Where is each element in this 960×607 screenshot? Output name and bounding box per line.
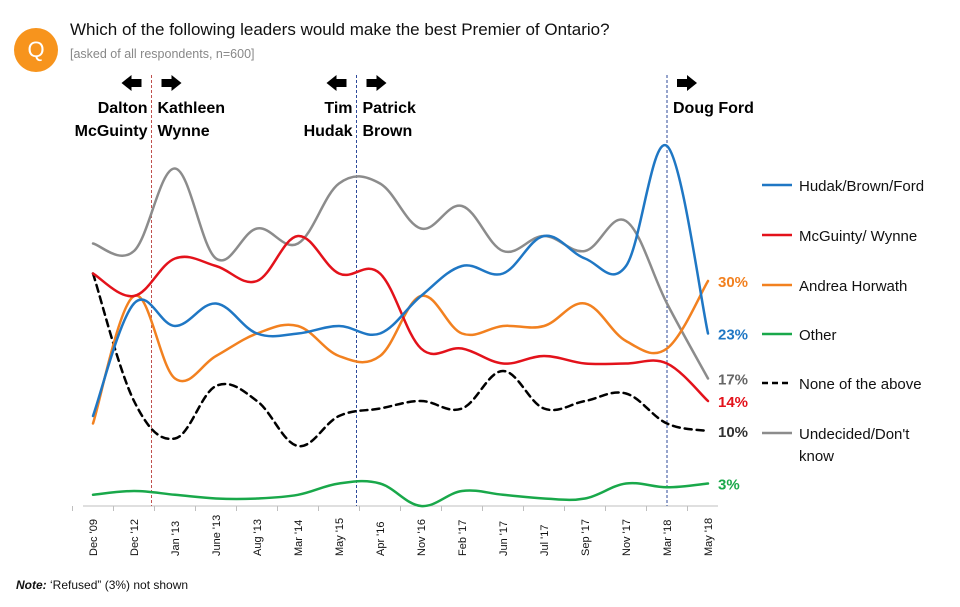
outgoing-leader-name: Dalton [98, 100, 148, 117]
series-line [91, 167, 710, 380]
incoming-leader-name: Wynne [158, 123, 210, 140]
x-tick-label: Apr '16 [375, 521, 387, 556]
x-tick-label: Feb '17 [457, 520, 469, 556]
note-label: Note: [16, 578, 47, 592]
series-end-label: 30% [718, 274, 748, 291]
outgoing-leader-name: Hudak [304, 123, 353, 140]
series-end-label: 10% [718, 424, 748, 441]
chart-note: Note: ‘Refused” (3%) not shown [16, 578, 188, 592]
legend-label: Other [799, 327, 837, 344]
series-line [91, 234, 710, 403]
question-badge: Q [14, 28, 58, 72]
note-text: ‘Refused” (3%) not shown [46, 578, 189, 592]
arrow-right-icon [161, 75, 182, 91]
series-line [91, 279, 710, 425]
outgoing-leader-name: Tim [324, 100, 352, 117]
x-tick-label: Jan '13 [170, 521, 182, 556]
x-tick-label: Nov '17 [621, 519, 633, 556]
incoming-leader-name: Doug Ford [673, 100, 754, 117]
x-tick-label: Sep '17 [580, 519, 592, 556]
incoming-leader-name: Kathleen [158, 100, 226, 117]
x-tick-label: Aug '13 [252, 519, 264, 556]
x-tick-label: Nov '16 [416, 519, 428, 556]
x-tick-label: Jul '17 [539, 525, 551, 556]
x-tick-label: Dec '09 [88, 519, 100, 556]
legend-label: None of the above [799, 376, 922, 393]
legend-label-continued: know [799, 448, 834, 465]
series-end-label: 14% [718, 394, 748, 411]
x-tick-label: Dec '12 [129, 519, 141, 556]
series-end-label: 3% [718, 477, 740, 494]
x-tick-label: Jun '17 [498, 521, 510, 556]
question-title: Which of the following leaders would mak… [70, 20, 610, 39]
incoming-leader-name: Patrick [363, 100, 416, 117]
legend-label: McGuinty/ Wynne [799, 228, 917, 245]
arrow-left-icon [326, 75, 347, 91]
arrow-right-icon [677, 75, 697, 91]
question-subtitle: [asked of all respondents, n=600] [70, 47, 255, 61]
legend-label: Undecided/Don't [799, 426, 910, 443]
arrow-right-icon [366, 75, 387, 91]
incoming-leader-name: Brown [363, 123, 413, 140]
legend-label: Andrea Horwath [799, 278, 907, 295]
series-line [91, 272, 710, 448]
x-tick-label: Mar '14 [293, 520, 305, 556]
series-line [91, 479, 710, 508]
series-line [91, 144, 710, 418]
arrow-left-icon [121, 75, 142, 91]
legend-label: Hudak/Brown/Ford [799, 178, 924, 195]
x-tick-label: May '15 [334, 518, 346, 556]
x-tick-label: Mar '18 [662, 520, 674, 556]
x-tick-label: June '13 [211, 515, 223, 556]
outgoing-leader-name: McGuinty [75, 123, 148, 140]
x-tick-label: May '18 [703, 518, 715, 556]
series-end-label: 17% [718, 372, 748, 389]
series-end-label: 23% [718, 327, 748, 344]
